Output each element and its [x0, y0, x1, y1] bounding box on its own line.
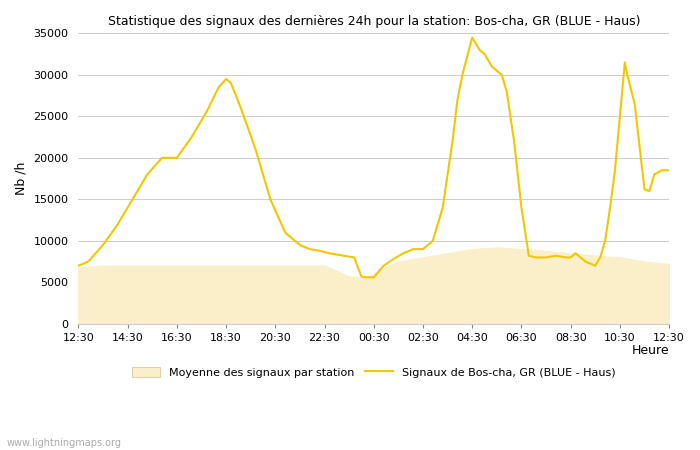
Title: Statistique des signaux des dernières 24h pour la station: Bos-cha, GR (BLUE - H: Statistique des signaux des dernières 24… — [108, 15, 640, 28]
Y-axis label: Nb /h: Nb /h — [15, 162, 28, 195]
Legend: Moyenne des signaux par station, Signaux de Bos-cha, GR (BLUE - Haus): Moyenne des signaux par station, Signaux… — [127, 363, 620, 382]
X-axis label: Heure: Heure — [631, 344, 669, 357]
Text: www.lightningmaps.org: www.lightningmaps.org — [7, 438, 122, 448]
